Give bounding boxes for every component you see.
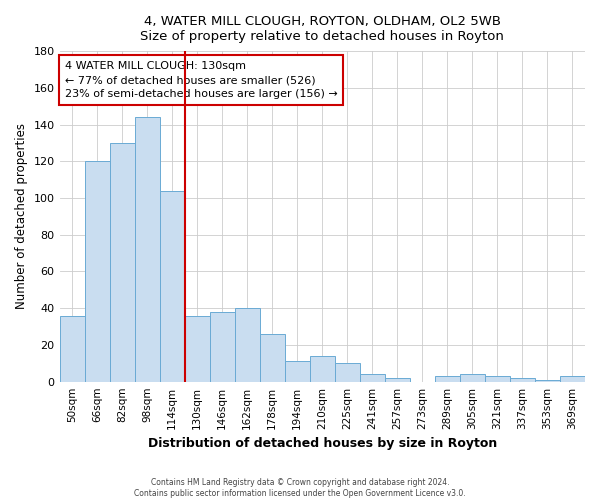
Text: Contains HM Land Registry data © Crown copyright and database right 2024.
Contai: Contains HM Land Registry data © Crown c… [134,478,466,498]
Bar [185,316,209,382]
Bar [560,376,585,382]
Bar [260,334,285,382]
Bar [485,376,510,382]
Bar [160,190,185,382]
Bar [310,356,335,382]
Bar [235,308,260,382]
Bar [335,364,360,382]
Bar [460,374,485,382]
Bar [285,362,310,382]
Bar [134,117,160,382]
Y-axis label: Number of detached properties: Number of detached properties [15,124,28,310]
Bar [535,380,560,382]
X-axis label: Distribution of detached houses by size in Royton: Distribution of detached houses by size … [148,437,497,450]
Text: 4 WATER MILL CLOUGH: 130sqm
← 77% of detached houses are smaller (526)
23% of se: 4 WATER MILL CLOUGH: 130sqm ← 77% of det… [65,61,338,99]
Bar [110,143,134,382]
Bar [85,162,110,382]
Bar [360,374,385,382]
Bar [59,316,85,382]
Title: 4, WATER MILL CLOUGH, ROYTON, OLDHAM, OL2 5WB
Size of property relative to detac: 4, WATER MILL CLOUGH, ROYTON, OLDHAM, OL… [140,15,504,43]
Bar [385,378,410,382]
Bar [510,378,535,382]
Bar [209,312,235,382]
Bar [435,376,460,382]
